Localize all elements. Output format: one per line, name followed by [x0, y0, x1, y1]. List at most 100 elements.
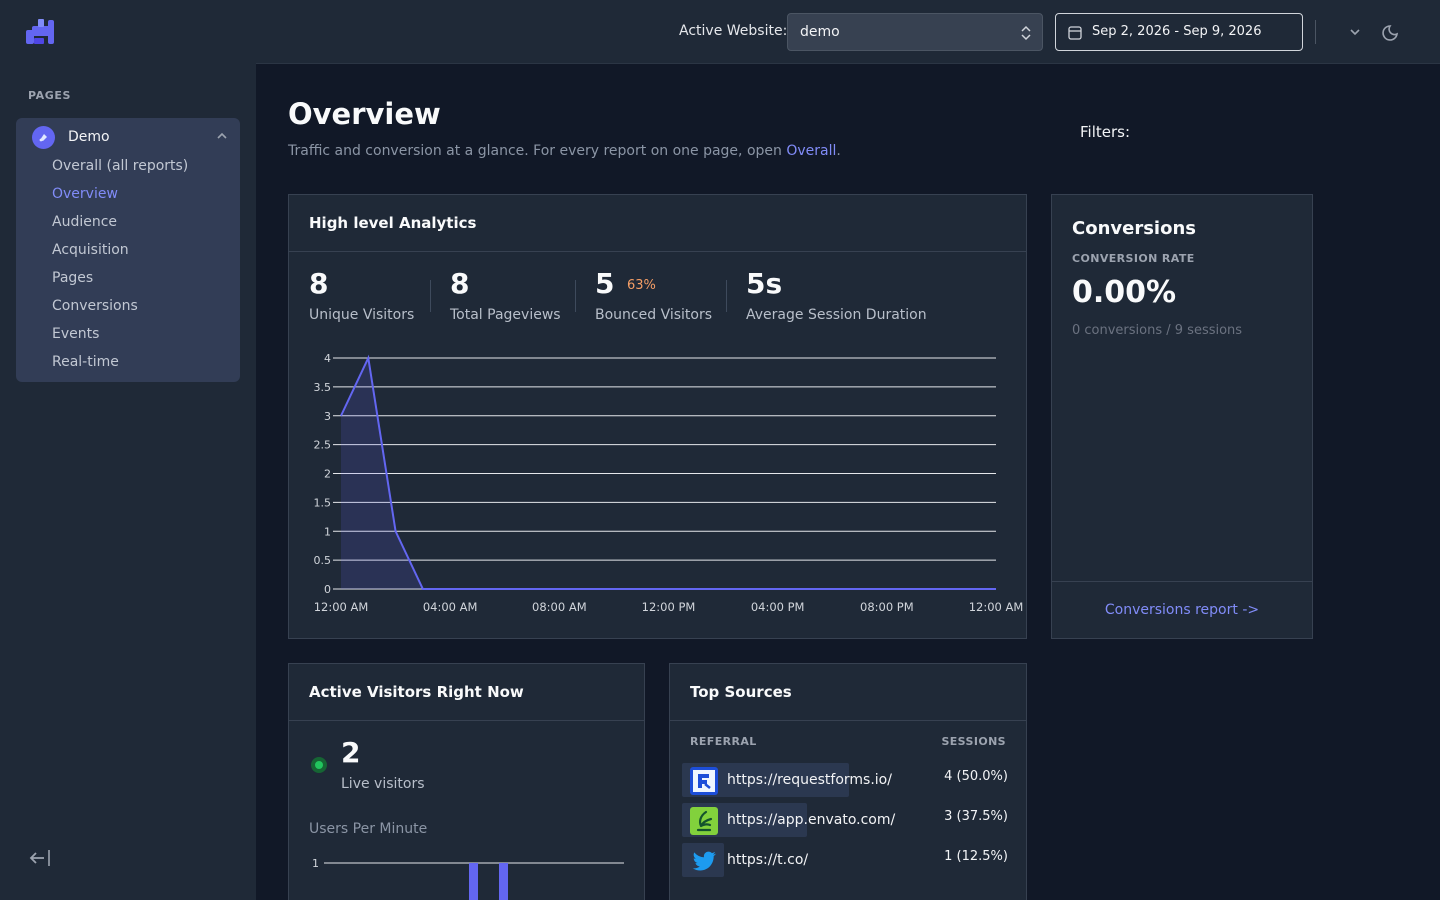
- sidebar-item-realtime[interactable]: Real-time: [52, 354, 119, 370]
- x-tick-label: 12:00 AM: [314, 600, 369, 614]
- live-indicator-icon: [311, 757, 327, 773]
- card-header: High level Analytics: [289, 195, 1026, 252]
- series-area: [341, 358, 996, 589]
- requestforms-icon: [690, 767, 718, 795]
- y-tick-label: 1: [312, 857, 319, 870]
- x-tick-label: 08:00 AM: [532, 600, 587, 614]
- filters-label: Filters:: [1080, 123, 1131, 141]
- source-url[interactable]: https://t.co/: [727, 852, 809, 868]
- nav-group-header[interactable]: Demo: [16, 118, 240, 156]
- conversion-rate-label: CONVERSION RATE: [1072, 252, 1195, 265]
- chevron-down-icon[interactable]: [1348, 25, 1362, 39]
- page-title: Overview: [288, 97, 441, 131]
- page-subtitle-text: Traffic and conversion at a glance. For …: [288, 143, 787, 159]
- calendar-icon: [1068, 26, 1082, 40]
- x-tick-label: 04:00 AM: [423, 600, 478, 614]
- source-row[interactable]: https://t.co/ 1 (12.5%): [682, 843, 1016, 877]
- page-subtitle-end: .: [836, 143, 841, 159]
- y-tick-label: 1.5: [314, 496, 332, 509]
- conversions-report-link[interactable]: Conversions report ->: [1104, 602, 1260, 618]
- topbar: Active Website: demo Sep 2, 2026 - Sep 9…: [256, 0, 1440, 64]
- card-header: Active Visitors Right Now: [289, 664, 644, 721]
- stat-value: 8: [450, 267, 470, 300]
- stat-value: 8: [309, 267, 329, 300]
- y-tick-label: 0.5: [314, 554, 332, 567]
- stat-value: 5: [595, 267, 615, 300]
- y-tick-label: 2: [324, 468, 331, 481]
- date-range-picker[interactable]: Sep 2, 2026 - Sep 9, 2026: [1055, 13, 1303, 51]
- sessions-column-header: SESSIONS: [941, 735, 1006, 748]
- y-tick-label: 3: [324, 410, 331, 423]
- twitter-icon: [690, 847, 718, 875]
- stat-label: Total Pageviews: [450, 307, 561, 323]
- conversions-footer: Conversions report ->: [1052, 581, 1312, 639]
- conversion-rate-value: 0.00%: [1072, 275, 1177, 310]
- sidebar-item-acquisition[interactable]: Acquisition: [52, 242, 129, 258]
- demo-site-icon: [32, 126, 55, 149]
- y-tick-label: 1: [324, 525, 331, 538]
- sidebar-item-audience[interactable]: Audience: [52, 214, 118, 230]
- source-sessions: 4 (50.0%): [944, 769, 1008, 784]
- live-visitor-count: 2: [341, 736, 361, 769]
- source-url[interactable]: https://requestforms.io/: [727, 772, 892, 788]
- topbar-divider: [1315, 20, 1316, 44]
- source-sessions: 3 (37.5%): [944, 809, 1008, 824]
- x-tick-label: 12:00 AM: [969, 600, 1024, 614]
- sidebar-item-overview[interactable]: Overview: [52, 186, 118, 202]
- select-arrows-icon: [1021, 25, 1031, 41]
- stat-total-pageviews: 8 Total Pageviews: [450, 267, 561, 323]
- chevron-up-icon[interactable]: [216, 130, 228, 142]
- moon-icon[interactable]: [1382, 22, 1402, 42]
- bounce-rate-badge: 63%: [627, 278, 656, 293]
- stat-divider: [575, 280, 576, 312]
- users-bar: [499, 863, 508, 900]
- referral-column-header: REFERRAL: [690, 735, 757, 748]
- active-website-select[interactable]: demo: [787, 13, 1043, 51]
- sidebar-item-conversions[interactable]: Conversions: [52, 298, 138, 314]
- x-tick-label: 12:00 PM: [642, 600, 696, 614]
- stat-bounced-visitors: 5 63% Bounced Visitors: [595, 267, 712, 323]
- source-row[interactable]: https://app.envato.com/ 3 (37.5%): [682, 803, 1016, 837]
- stat-value: 5s: [746, 267, 783, 300]
- users-bar: [469, 863, 478, 900]
- nav-group-demo: Demo: [16, 118, 240, 382]
- nav-group-label: Demo: [68, 129, 110, 145]
- sidebar: PAGES Demo Overall (all reports) Overvie…: [0, 0, 256, 900]
- sidebar-item-pages[interactable]: Pages: [52, 270, 94, 286]
- page-subtitle: Traffic and conversion at a glance. For …: [288, 143, 841, 159]
- active-website-label: Active Website:: [679, 23, 788, 39]
- sidebar-item-overall[interactable]: Overall (all reports): [52, 158, 189, 174]
- visitors-area-chart: 0 0.5 1 1.5 2 2.5 3 3.5 4 12:00 AM 04:00 AM 08:00 A…: [314, 352, 1024, 614]
- source-url[interactable]: https://app.envato.com/: [727, 812, 896, 828]
- y-tick-label: 4: [324, 352, 331, 365]
- overall-link[interactable]: Overall: [786, 143, 837, 159]
- card-header: Top Sources: [670, 664, 1026, 721]
- users-per-minute-chart: 1: [312, 857, 624, 900]
- stat-label: Unique Visitors: [309, 307, 415, 323]
- stat-divider: [430, 280, 431, 312]
- collapse-sidebar-icon[interactable]: [28, 847, 52, 869]
- stat-session-duration: 5s Average Session Duration: [746, 267, 927, 323]
- live-visitor-label: Live visitors: [341, 776, 425, 792]
- card-title: Active Visitors Right Now: [309, 683, 524, 701]
- y-tick-label: 3.5: [314, 381, 332, 394]
- card-title: High level Analytics: [309, 214, 477, 232]
- active-visitors-card: Active Visitors Right Now 2 Live visitor…: [288, 663, 645, 900]
- pages-section-label: PAGES: [28, 89, 72, 102]
- sidebar-item-events[interactable]: Events: [52, 326, 100, 342]
- app-logo-icon[interactable]: [22, 16, 58, 48]
- x-tick-label: 08:00 PM: [860, 600, 914, 614]
- y-tick-label: 2.5: [314, 439, 332, 452]
- source-row[interactable]: https://requestforms.io/ 4 (50.0%): [682, 763, 1016, 797]
- stat-label: Average Session Duration: [746, 307, 927, 323]
- envato-icon: [690, 807, 718, 835]
- users-per-minute-label: Users Per Minute: [309, 821, 428, 837]
- stat-divider: [726, 280, 727, 312]
- stat-label: Bounced Visitors: [595, 307, 713, 323]
- series-line: [340, 354, 996, 590]
- source-sessions: 1 (12.5%): [944, 849, 1008, 864]
- x-tick-label: 04:00 PM: [751, 600, 805, 614]
- card-title: Top Sources: [690, 683, 792, 701]
- stat-unique-visitors: 8 Unique Visitors: [309, 267, 414, 323]
- conversions-title: Conversions: [1072, 218, 1196, 239]
